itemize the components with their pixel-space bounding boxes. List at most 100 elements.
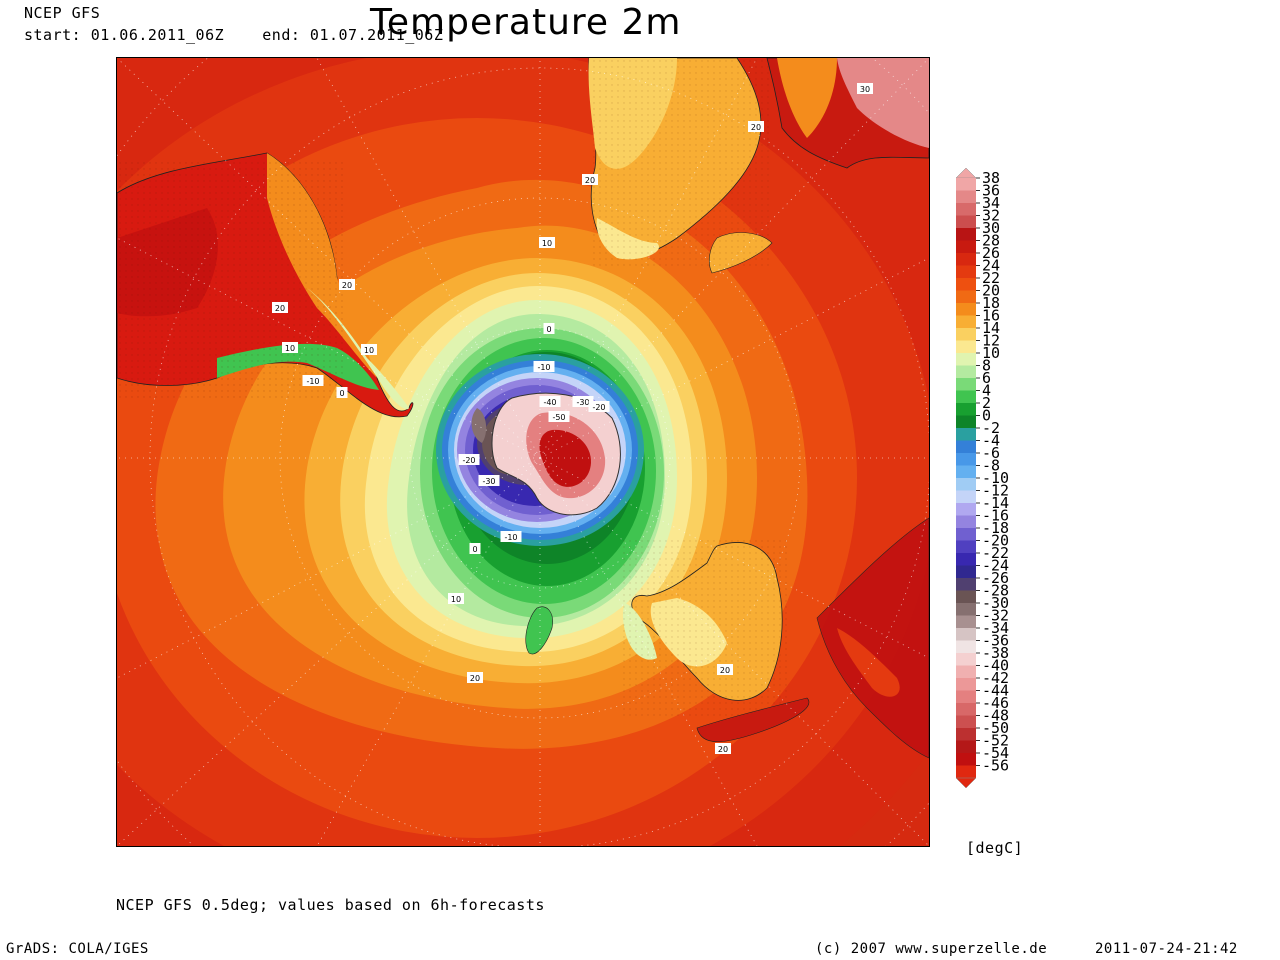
- contour-label-box: [467, 672, 483, 683]
- australia: [525, 538, 787, 718]
- map-title: Temperature 2m: [370, 2, 682, 43]
- legend-label: 22: [982, 269, 1000, 287]
- legend-swatch: [956, 365, 976, 379]
- legend-swatch: [956, 515, 976, 529]
- legend-swatch: [956, 240, 976, 254]
- contour-label: 10: [542, 239, 552, 248]
- legend-arrow-top: [955, 167, 977, 179]
- contour-label: 30: [860, 85, 870, 94]
- legend-label: -38: [982, 644, 1009, 662]
- legend-label: 6: [982, 369, 991, 387]
- time-period: start: 01.06.2011_06Z end: 01.07.2011_06…: [24, 26, 444, 44]
- legend-swatch: [956, 303, 976, 316]
- legend-label: -4: [982, 432, 1000, 450]
- contour-label-box: [272, 302, 288, 313]
- model-name: NCEP GFS: [24, 4, 101, 22]
- contour-label-box: [500, 531, 522, 542]
- legend-swatch: [956, 690, 976, 704]
- legend-label: 34: [982, 194, 1000, 212]
- legend-label: -42: [982, 669, 1009, 687]
- contour-label-box: [478, 475, 500, 486]
- contour-label-box: [469, 543, 481, 554]
- contour-label-box: [539, 396, 561, 407]
- legend-label: -12: [982, 482, 1009, 500]
- legend-swatch: [956, 328, 976, 341]
- contour-label-box: [282, 342, 298, 353]
- legend-swatch: [956, 415, 976, 429]
- legend-label: -52: [982, 732, 1009, 750]
- contour-label-box: [458, 454, 480, 465]
- contour-label-box: [533, 361, 555, 372]
- legend-label: 28: [982, 232, 1000, 250]
- legend-swatch: [956, 678, 976, 691]
- legend-label: -56: [982, 757, 1009, 775]
- legend-label: -50: [982, 719, 1009, 737]
- contour-label: -20: [462, 456, 475, 465]
- contour-label-box: [715, 743, 731, 754]
- legend-label: -46: [982, 694, 1009, 712]
- legend-swatch: [956, 553, 976, 566]
- legend-label: 30: [982, 219, 1000, 237]
- legend-swatch: [956, 228, 976, 241]
- legend-swatch: [956, 215, 976, 229]
- legend-swatch: [956, 290, 976, 304]
- graticule: [117, 58, 929, 846]
- legend-label: -8: [982, 457, 1000, 475]
- legend-label: -34: [982, 619, 1009, 637]
- legend-swatch: [956, 665, 976, 679]
- south-america: [117, 152, 414, 418]
- legend-label: -6: [982, 444, 1000, 462]
- contour-label: 20: [585, 176, 595, 185]
- legend-label: 16: [982, 307, 1000, 325]
- contour-label-box: [302, 375, 324, 386]
- legend-label: 32: [982, 207, 1000, 225]
- contour-label: 20: [751, 123, 761, 132]
- legend-swatch: [956, 640, 976, 654]
- legend-swatch: [956, 628, 976, 641]
- legend-swatch: [956, 203, 976, 216]
- legend-swatches: [955, 167, 977, 789]
- contour-label-box: [717, 664, 733, 675]
- africa: [588, 58, 773, 274]
- antarctica: [471, 392, 621, 516]
- legend-label: -28: [982, 582, 1009, 600]
- contour-label-box: [336, 387, 348, 398]
- legend-labels: 38363432302826242220181614121086420-2-4-…: [976, 169, 1009, 775]
- contour-label-box: [857, 83, 873, 94]
- legend-swatch: [956, 190, 976, 204]
- grads-credit: GrADS: COLA/IGES: [6, 941, 149, 957]
- legend-label: 10: [982, 344, 1000, 362]
- legend-label: -32: [982, 607, 1009, 625]
- contour-label: -10: [537, 363, 550, 372]
- legend-swatch: [956, 478, 976, 491]
- contour-label: -50: [552, 413, 565, 422]
- legend-swatch: [956, 390, 976, 404]
- contour-label: 0: [339, 389, 344, 398]
- legend-arrow-bottom: [955, 777, 977, 789]
- legend-swatch: [956, 540, 976, 554]
- contour-label: 10: [451, 595, 461, 604]
- copyright: (c) 2007 www.superzelle.de: [815, 941, 1048, 957]
- legend-swatch: [956, 403, 976, 416]
- legend-label: -30: [982, 594, 1009, 612]
- contour-label: -30: [576, 398, 589, 407]
- legend-swatch: [956, 740, 976, 754]
- legend-swatch: [956, 653, 976, 666]
- legend-swatch: [956, 465, 976, 479]
- legend-label: 0: [982, 407, 991, 425]
- legend-label: 2: [982, 394, 991, 412]
- contour-label: 20: [470, 674, 480, 683]
- legend-swatch: [956, 528, 976, 541]
- legend-swatch: [956, 765, 976, 779]
- legend-label: -22: [982, 544, 1009, 562]
- contour-label-box: [539, 237, 555, 248]
- contour-label: -20: [592, 403, 605, 412]
- legend-swatch: [956, 315, 976, 329]
- contour-label: 20: [342, 281, 352, 290]
- legend-label: 18: [982, 294, 1000, 312]
- temperature-map: 20 20 30 20 10 20 0 10 -10 10 -10 0 -40 -30 -20 -50 -20-…: [116, 57, 930, 847]
- legend-label: 26: [982, 244, 1000, 262]
- legend-label: 14: [982, 319, 1000, 337]
- legend-label: -10: [982, 469, 1009, 487]
